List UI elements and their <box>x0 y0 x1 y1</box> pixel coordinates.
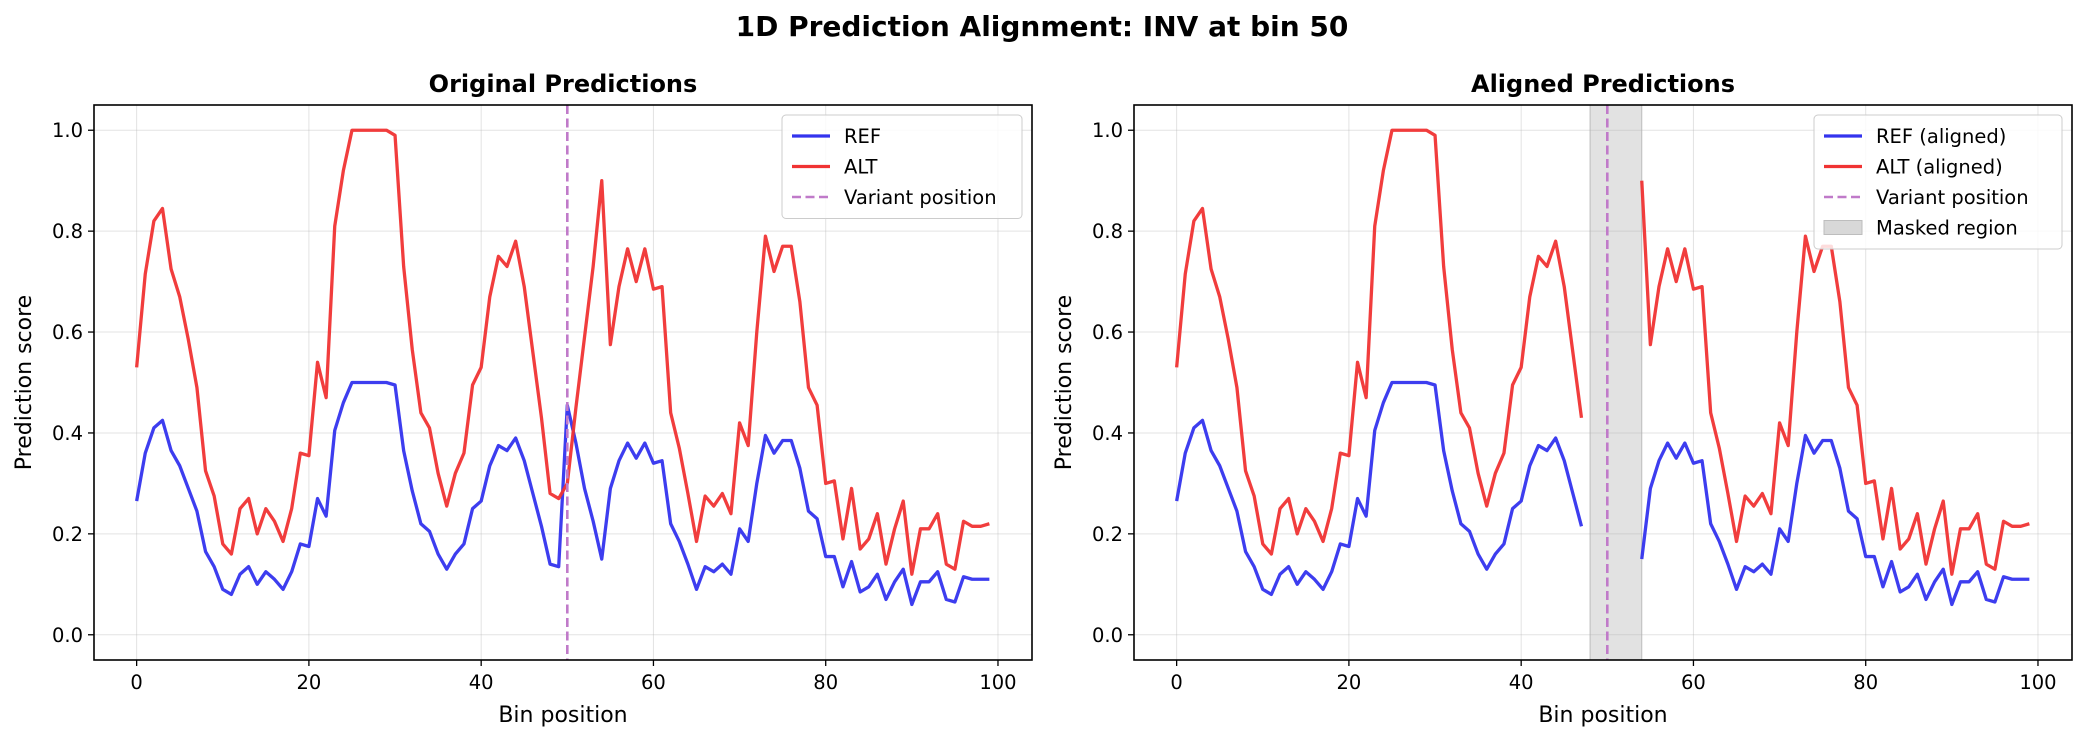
x-tick-label: 80 <box>813 671 838 694</box>
y-tick-label: 0.4 <box>52 422 83 445</box>
series-line-ref <box>1175 380 2030 607</box>
y-axis-label: Prediction score <box>1052 295 1077 470</box>
y-tick-label: 0.2 <box>52 523 83 546</box>
x-axis-label: Bin position <box>498 703 627 728</box>
axes-title: Aligned Predictions <box>1471 70 1735 98</box>
x-tick-label: 60 <box>1681 671 1706 694</box>
x-axis-label: Bin position <box>1538 703 1667 728</box>
y-tick-label: 0.6 <box>52 321 83 344</box>
y-tick-label: 1.0 <box>52 119 83 142</box>
legend-box <box>781 114 1023 219</box>
y-tick-label: 1.0 <box>1092 119 1123 142</box>
y-tick-label: 0.4 <box>1092 422 1123 445</box>
x-tick-label: 100 <box>2019 671 2056 694</box>
x-tick-label: 80 <box>1853 671 1878 694</box>
y-tick-label: 0.0 <box>1092 624 1123 647</box>
x-tick-label: 40 <box>469 671 494 694</box>
plot-frame <box>1133 104 2073 661</box>
figure-title: 1D Prediction Alignment: INV at bin 50 <box>736 10 1349 43</box>
series-line-ref <box>135 380 990 607</box>
legend-label: Variant position <box>844 186 997 209</box>
legend-label: ALT (aligned) <box>1876 156 2003 179</box>
legend-label: Masked region <box>1876 217 2018 240</box>
axes-title: Original Predictions <box>429 70 698 98</box>
x-tick-label: 40 <box>1509 671 1534 694</box>
legend-label: Variant position <box>1876 186 2029 209</box>
legend-label: REF (aligned) <box>1876 125 2006 148</box>
masked-region <box>1589 104 1643 661</box>
plot-frame <box>93 104 1033 661</box>
y-tick-label: 0.6 <box>1092 321 1123 344</box>
series-line-alt <box>134 128 990 576</box>
x-tick-label: 0 <box>1170 671 1182 694</box>
legend-swatch-patch <box>1823 220 1863 235</box>
x-tick-label: 20 <box>1336 671 1361 694</box>
y-tick-label: 0.0 <box>52 624 83 647</box>
y-tick-label: 0.8 <box>1092 220 1123 243</box>
y-axis-label: Prediction score <box>12 295 37 470</box>
x-tick-label: 0 <box>130 671 142 694</box>
legend-label: ALT <box>844 156 878 179</box>
original-predictions-panel: 0 20 40 60 80 100 0.0 0.2 0.4 0.6 0.8 1.0 Original P… <box>12 70 1033 728</box>
series-line-alt <box>1174 128 2030 576</box>
x-tick-label: 100 <box>979 671 1016 694</box>
legend-box <box>1813 114 2063 250</box>
y-tick-label: 0.2 <box>1092 523 1123 546</box>
legend-label: REF <box>844 125 881 148</box>
aligned-predictions-panel: 0 20 40 60 80 100 0.0 0.2 0.4 0.6 0.8 1.0 Aligned Pr… <box>1052 70 2073 728</box>
x-tick-label: 60 <box>641 671 666 694</box>
y-tick-label: 0.8 <box>52 220 83 243</box>
x-tick-label: 20 <box>296 671 321 694</box>
